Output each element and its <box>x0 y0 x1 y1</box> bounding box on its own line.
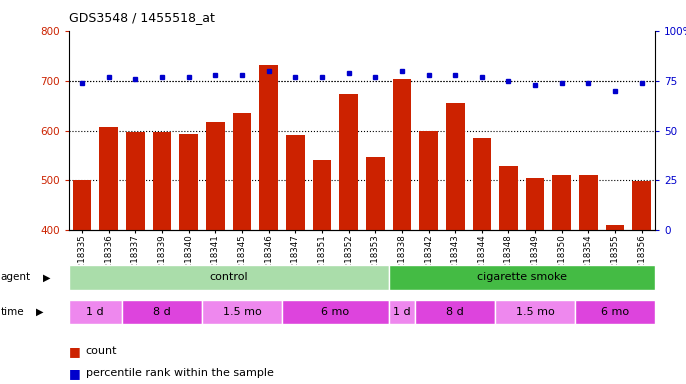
Bar <box>202 300 282 324</box>
Bar <box>313 160 331 230</box>
Bar <box>339 94 358 230</box>
Text: agent: agent <box>1 272 31 283</box>
Bar <box>69 265 388 290</box>
Bar <box>606 225 624 230</box>
Text: ▶: ▶ <box>43 272 51 283</box>
Bar <box>575 300 655 324</box>
Bar <box>579 175 598 230</box>
Bar <box>69 300 122 324</box>
Bar <box>419 131 438 230</box>
Text: 8 d: 8 d <box>153 307 171 317</box>
Text: ▶: ▶ <box>36 307 43 317</box>
Bar <box>99 127 118 230</box>
Bar <box>499 166 518 230</box>
Bar <box>152 132 172 230</box>
Bar <box>415 300 495 324</box>
Bar <box>392 79 411 230</box>
Bar <box>495 300 575 324</box>
Bar <box>179 134 198 230</box>
Bar <box>446 103 464 230</box>
Text: ■: ■ <box>69 345 80 358</box>
Bar <box>126 132 145 230</box>
Bar <box>122 300 202 324</box>
Bar <box>473 138 491 230</box>
Text: 1 d: 1 d <box>86 307 104 317</box>
Bar <box>552 175 571 230</box>
Bar <box>233 113 251 230</box>
Bar <box>73 180 91 230</box>
Text: ■: ■ <box>69 367 80 380</box>
Text: cigarette smoke: cigarette smoke <box>477 272 567 283</box>
Bar <box>632 181 651 230</box>
Text: 6 mo: 6 mo <box>601 307 629 317</box>
Bar <box>286 134 305 230</box>
Bar <box>259 65 278 230</box>
Text: GDS3548 / 1455518_at: GDS3548 / 1455518_at <box>69 12 215 25</box>
Text: 8 d: 8 d <box>447 307 464 317</box>
Bar <box>526 178 545 230</box>
Text: 1 d: 1 d <box>393 307 411 317</box>
Text: control: control <box>209 272 248 283</box>
Bar <box>282 300 388 324</box>
Text: percentile rank within the sample: percentile rank within the sample <box>86 368 274 378</box>
Text: 6 mo: 6 mo <box>321 307 349 317</box>
Text: 1.5 mo: 1.5 mo <box>516 307 554 317</box>
Bar <box>366 157 385 230</box>
Bar <box>388 265 655 290</box>
Bar <box>206 122 224 230</box>
Bar <box>388 300 415 324</box>
Text: time: time <box>1 307 24 317</box>
Text: 1.5 mo: 1.5 mo <box>222 307 261 317</box>
Text: count: count <box>86 346 117 356</box>
